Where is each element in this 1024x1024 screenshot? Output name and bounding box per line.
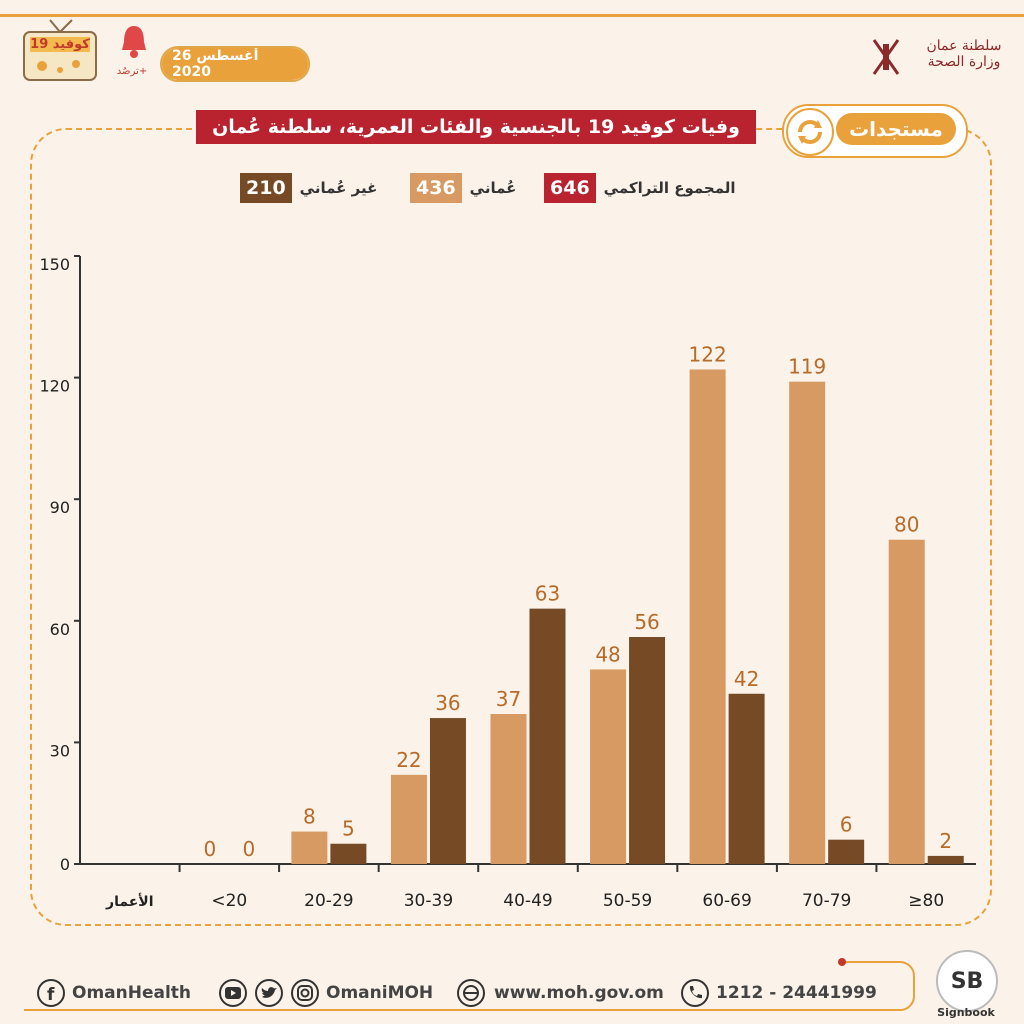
y-tick-label: 60: [50, 620, 70, 639]
bar-nonomani: [927, 855, 964, 864]
bar-omani: [590, 669, 627, 864]
phone-number[interactable]: 1212 - 24441999: [716, 983, 877, 1003]
top-accent-line: [0, 14, 1024, 17]
bar-omani: [490, 714, 527, 864]
bar-value-label: 8: [303, 805, 316, 829]
bar-value-label: 36: [435, 691, 460, 715]
updates-label: مستجدات: [836, 113, 956, 145]
bar-value-label: 5: [342, 817, 355, 841]
x-tick-label: 70-79: [802, 891, 851, 911]
bar-omani: [888, 539, 925, 864]
x-tick-label: 40-49: [503, 891, 552, 911]
svg-text:f: f: [47, 985, 55, 1005]
logo-line-2: وزارة الصحة: [927, 54, 1001, 70]
y-tick-label: 90: [50, 498, 70, 517]
x-tick-label: 20-29: [304, 891, 353, 911]
bar-value-label: 22: [396, 748, 421, 772]
bar-nonomani: [429, 718, 466, 864]
bar-omani: [291, 831, 328, 864]
bar-value-label: 0: [203, 837, 216, 861]
bar-value-label: 80: [894, 513, 919, 537]
x-tick-label: 60-69: [702, 891, 751, 911]
bar-value-label: 37: [496, 687, 521, 711]
chart-title: وفيات كوفيد 19 بالجنسية والفئات العمرية،…: [196, 110, 756, 144]
phone-icon[interactable]: [680, 978, 710, 1008]
y-tick-label: 30: [50, 741, 70, 760]
refresh-icon: [786, 108, 834, 156]
facebook-handle[interactable]: OmanHealth: [72, 983, 192, 1003]
signbook-logo-text: SB: [950, 968, 984, 994]
bar-nonomani: [330, 843, 367, 864]
social-handle[interactable]: OmaniMOH: [326, 983, 434, 1003]
youtube-icon[interactable]: [218, 978, 248, 1008]
bar-value-label: 48: [595, 642, 620, 666]
legend-nonomani-value: 210: [240, 173, 292, 203]
y-tick-label: 150: [39, 255, 70, 274]
bar-omani: [689, 369, 726, 864]
bell-icon: [118, 22, 150, 62]
x-tick-label: 30-39: [404, 891, 453, 911]
logo-line-1: سلطنة عمان: [926, 38, 1002, 54]
bar-value-label: 42: [734, 667, 759, 691]
bar-nonomani: [529, 608, 566, 864]
instagram-icon[interactable]: [290, 978, 320, 1008]
date-pill: 26 أغسطس 2020: [160, 46, 310, 82]
legend-total-value: 646: [544, 173, 596, 203]
x-tick-label: <20: [211, 891, 247, 911]
legend-omani-label: عُماني: [469, 179, 517, 197]
legend-omani-value: 436: [410, 173, 462, 203]
legend-nonomani-label: غير عُماني: [299, 179, 378, 197]
y-tick-label: 120: [39, 377, 70, 396]
x-tick-label: 50-59: [603, 891, 652, 911]
bell-label: ترصُد+: [116, 66, 148, 77]
date-text: 26 أغسطس 2020: [162, 48, 308, 80]
legend-total: المجموع التراكمي 646: [544, 170, 736, 206]
website-icon[interactable]: [456, 978, 486, 1008]
x-tick-label: ≥80: [908, 891, 944, 911]
ministry-logo-text: سلطنة عمان وزارة الصحة: [916, 38, 1012, 70]
y-tick-label: 0: [60, 855, 70, 874]
signbook-label: Signbook: [937, 1006, 995, 1019]
bar-nonomani: [828, 839, 865, 864]
twitter-icon[interactable]: [254, 978, 284, 1008]
ministry-emblem-icon: [854, 22, 916, 92]
bar-nonomani: [728, 693, 765, 864]
website-link[interactable]: www.moh.gov.om: [494, 983, 664, 1003]
x-axis-label: الأعمار: [105, 893, 154, 910]
bar-omani: [390, 774, 427, 864]
legend-total-label: المجموع التراكمي: [603, 179, 736, 197]
tv-title: كوفيد 19: [30, 37, 90, 52]
legend-nonomani: غير عُماني 210: [240, 170, 377, 206]
bar-value-label: 6: [840, 813, 853, 837]
bar-value-label: 0: [242, 837, 255, 861]
bar-nonomani: [629, 637, 666, 864]
footer-line: [24, 948, 916, 1014]
facebook-icon[interactable]: f: [36, 978, 66, 1008]
bar-value-label: 122: [689, 342, 727, 366]
bar-value-label: 119: [788, 355, 826, 379]
bar-omani: [789, 381, 826, 864]
legend-omani: عُماني 436: [410, 170, 516, 206]
signbook-logo: SB: [936, 950, 998, 1012]
bar-value-label: 63: [535, 582, 560, 606]
bar-value-label: 56: [634, 610, 659, 634]
bar-value-label: 2: [939, 829, 952, 853]
